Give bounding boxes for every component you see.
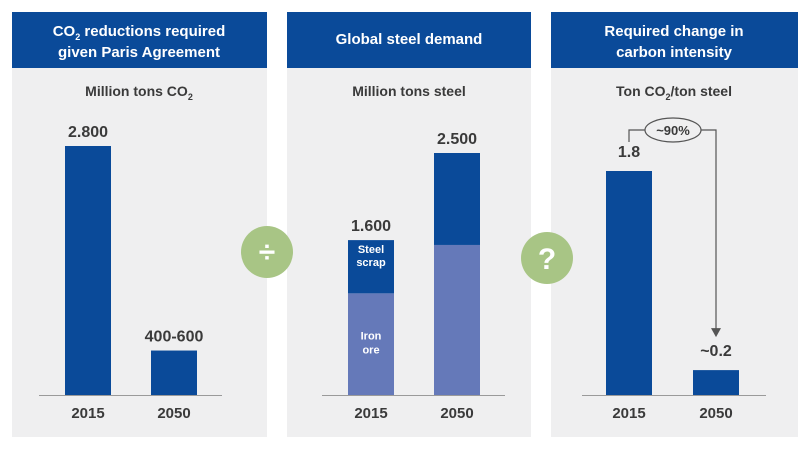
panel3-header-line2: carbon intensity: [616, 44, 733, 61]
panel2-bar-steel-scrap-2050: [434, 153, 480, 245]
panel2-bar-iron-ore-2015: [348, 293, 394, 395]
panel-header-2: [287, 12, 531, 68]
panel3-subtitle-part: /ton steel: [671, 83, 732, 99]
panel2-bar-iron-ore-2050: [434, 244, 480, 395]
panel1-header-line1-part: CO: [53, 23, 76, 40]
panel-background-3: [551, 12, 798, 437]
panel1-header-line1-part: reductions required: [80, 23, 225, 40]
panel2-header: Global steel demand: [336, 31, 483, 48]
panel3-tick-2050: 2050: [699, 405, 732, 422]
panel2-tick-2050: 2050: [440, 405, 473, 422]
panel1-bar-2015: [65, 146, 111, 395]
panel2-subtitle: Million tons steel: [352, 83, 466, 99]
panel3-tick-2015: 2015: [612, 405, 645, 422]
panel3-bar-2050: [693, 370, 739, 395]
panel2-iron-ore-label-line1: Iron: [361, 330, 382, 342]
panel2-tick-2015: 2015: [354, 405, 387, 422]
panel1-value-label-2015: 2.800: [68, 124, 108, 141]
panel2-total-label-2015: 1.600: [351, 218, 391, 235]
panel3-value-label-2050: ~0.2: [700, 343, 732, 360]
panel2-steel-scrap-label-line1: Steel: [358, 244, 384, 256]
panel1-subtitle: Million tons CO2: [85, 83, 193, 102]
panel3-change-ellipse: [644, 117, 702, 143]
panel1-subtitle-part: Million tons CO: [85, 83, 188, 99]
panel2-total-label-2050: 2.500: [437, 131, 477, 148]
divide-operator-circle: [241, 226, 293, 278]
panel1-header-line1: CO2 reductions required: [53, 23, 226, 42]
panel-background-1: [12, 12, 267, 437]
panel3-subtitle: Ton CO2/ton steel: [616, 83, 732, 102]
panel3-value-label-2015: 1.8: [618, 144, 640, 161]
panel2-steel-scrap-label-line2: scrap: [356, 257, 386, 269]
panel1-header-line1-subscript: 2: [75, 32, 80, 42]
panel1-tick-2015: 2015: [71, 405, 104, 422]
panel1-value-label-2050: 400-600: [145, 329, 204, 346]
question-operator-circle: [521, 232, 573, 284]
panel2-iron-ore-label-line2: ore: [362, 344, 379, 356]
panel1-tick-2050: 2050: [157, 405, 190, 422]
panel3-bar-2015: [606, 171, 652, 395]
divide-operator-symbol: ÷: [259, 236, 275, 269]
panel-header-1: [12, 12, 267, 68]
panel1-header-line2: given Paris Agreement: [58, 44, 220, 61]
panel3-change-label: ~90%: [656, 123, 690, 138]
panel3-subtitle-part: Ton CO: [616, 83, 666, 99]
panel1-subtitle-subscript: 2: [188, 92, 193, 102]
panel3-header-line1: Required change in: [604, 23, 743, 40]
panel-background-2: [287, 12, 531, 437]
panel1-bar-2050: [151, 350, 197, 395]
panel-header-3: [551, 12, 798, 68]
panel3-change-arrowhead: [711, 328, 721, 338]
panel2-bar-steel-scrap-2015: [348, 240, 394, 294]
panel3-subtitle-subscript: 2: [666, 92, 671, 102]
question-operator-symbol: ?: [538, 243, 556, 276]
